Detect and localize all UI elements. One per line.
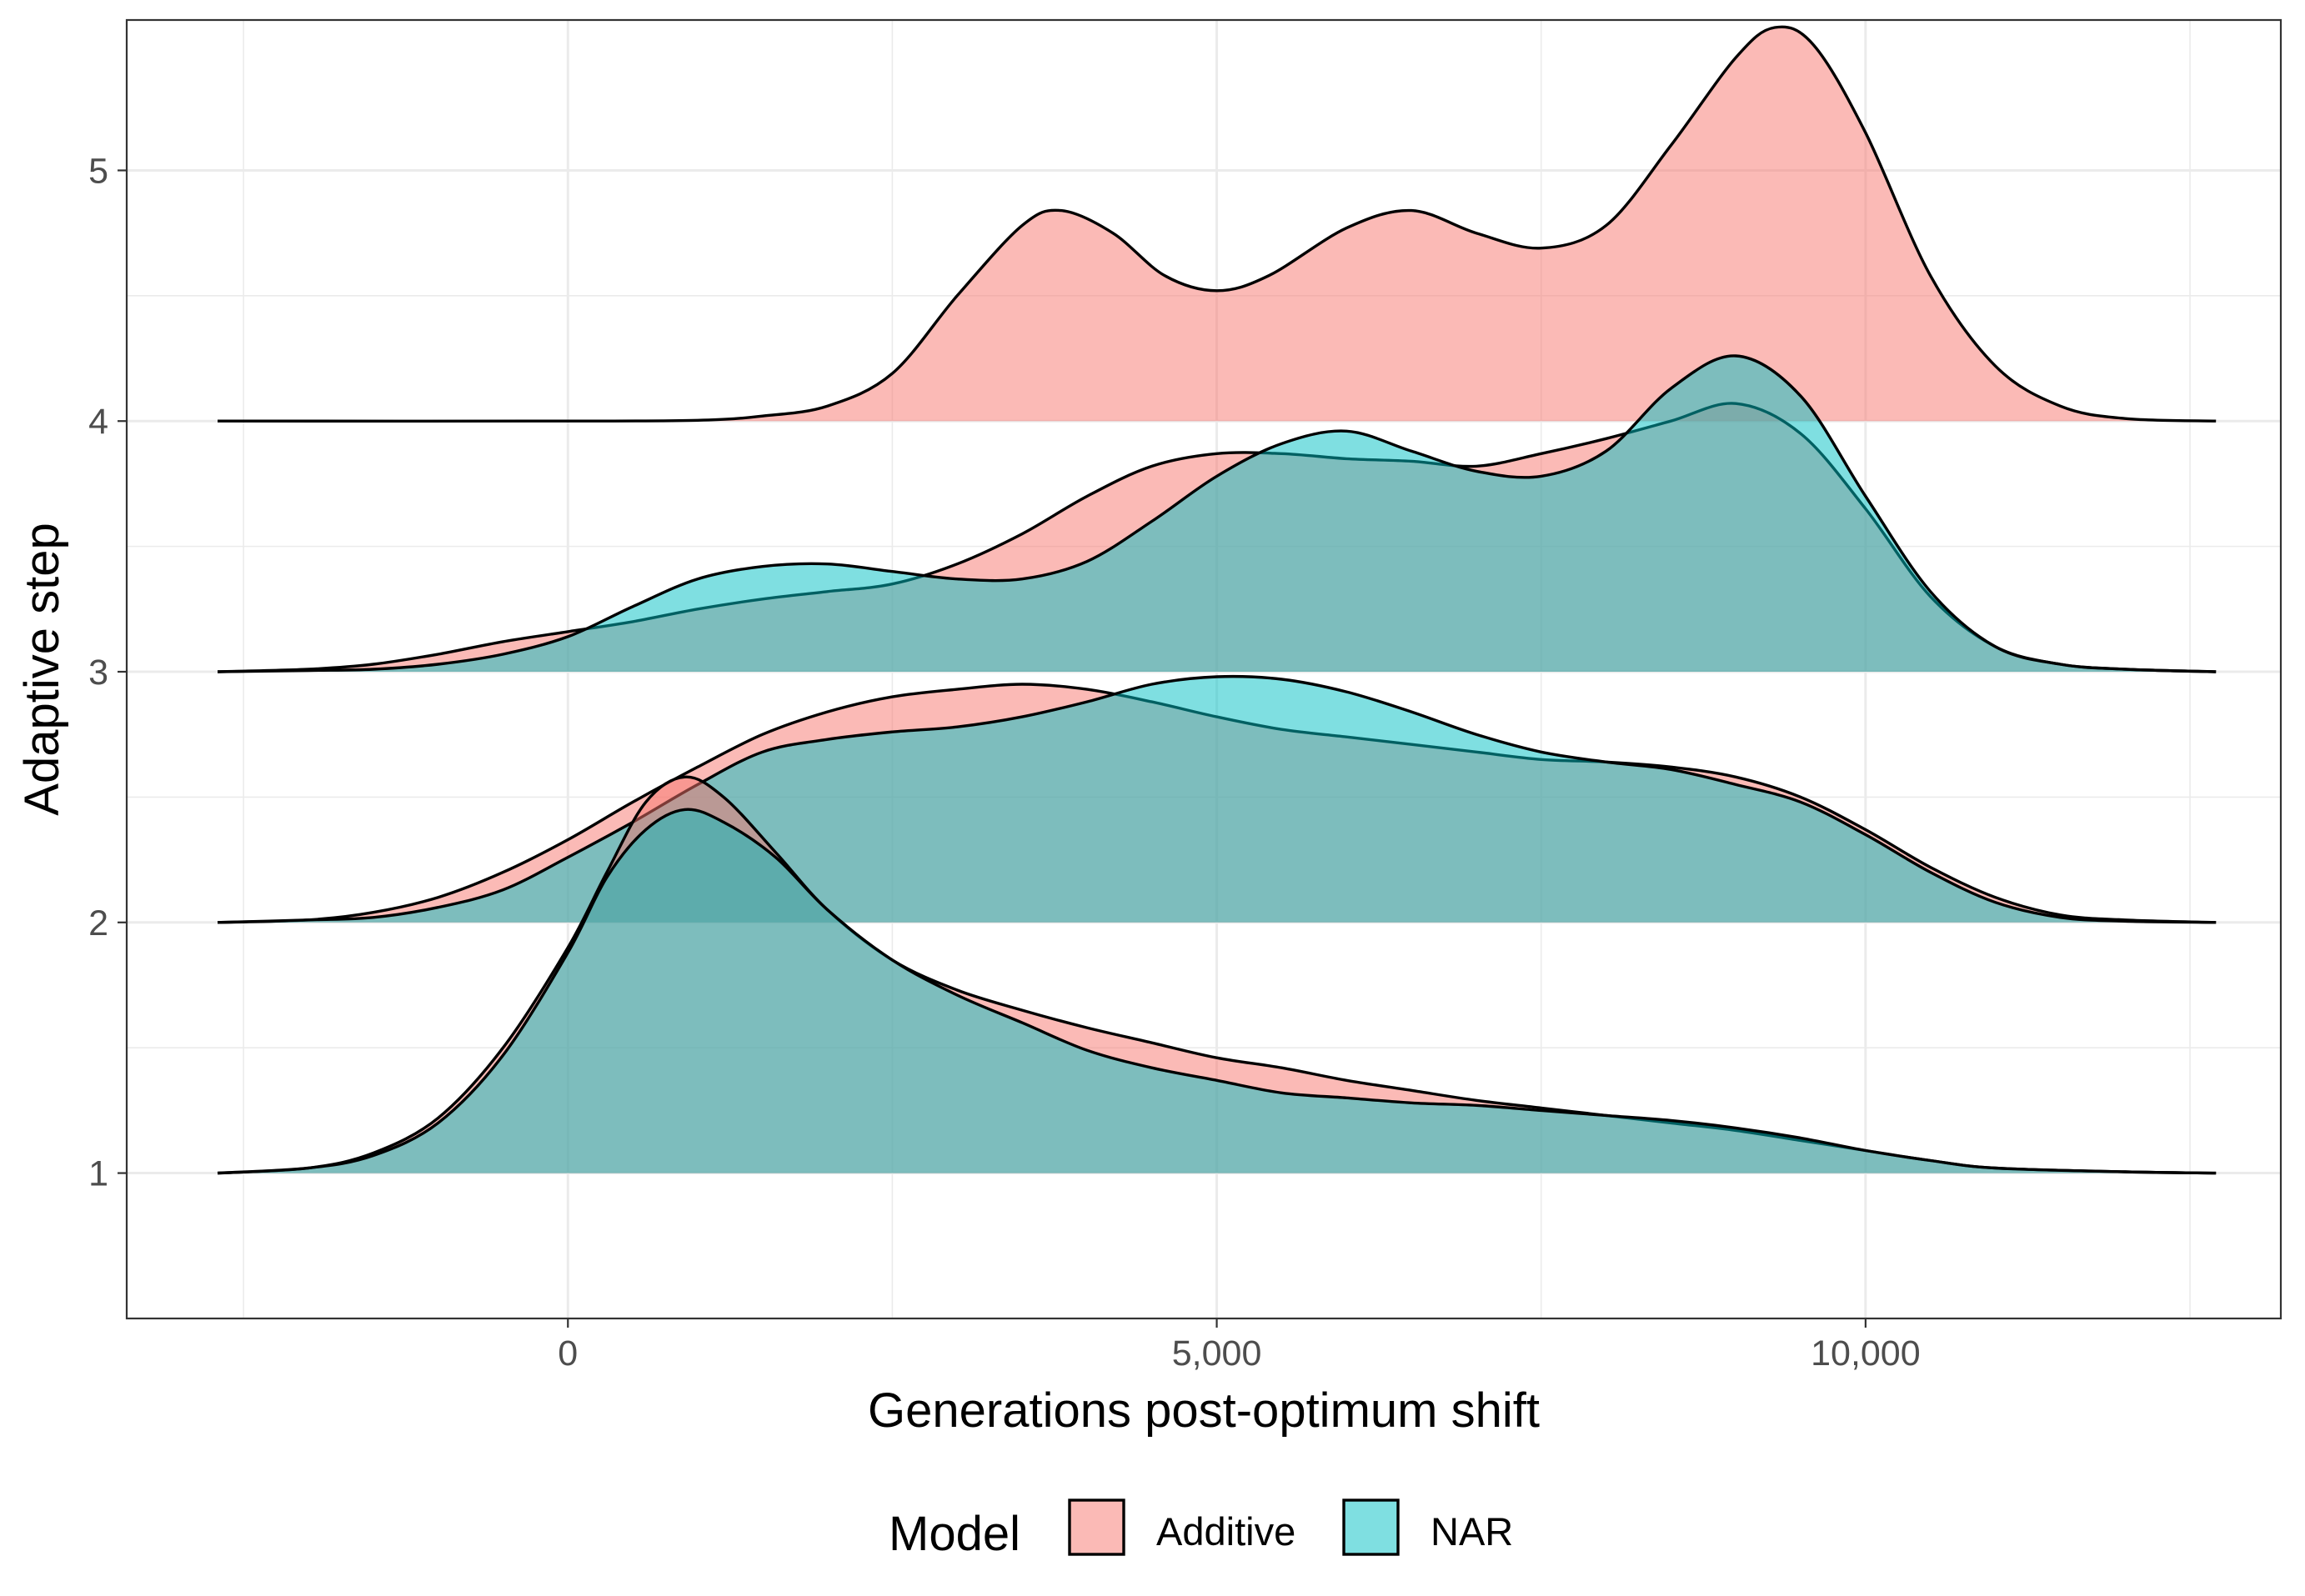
- x-tick-label: 10,000: [1811, 1333, 1921, 1373]
- y-tick-label: 1: [88, 1154, 108, 1194]
- y-tick-label: 5: [88, 151, 108, 191]
- legend-label-additive: Additive: [1156, 1509, 1295, 1553]
- y-tick-label: 4: [88, 402, 108, 442]
- legend: Model Additive NAR: [889, 1498, 1513, 1561]
- x-tick-label: 5,000: [1172, 1333, 1262, 1373]
- x-axis-ticks: 0 5,000 10,000: [558, 1318, 1921, 1373]
- y-tick-label: 3: [88, 653, 108, 693]
- legend-key-nar: [1342, 1498, 1400, 1556]
- ridge-line-nar-step-1: [217, 808, 2217, 1175]
- ridge-areas: [217, 25, 2217, 1175]
- ridge-area-nar-step-1: [218, 809, 2217, 1173]
- panel-border: [125, 18, 2282, 1320]
- legend-title: Model: [889, 1507, 1020, 1561]
- ridge-area-nar-step-3: [218, 355, 2217, 672]
- ridge-area-additive-step-4: [218, 27, 2217, 422]
- y-tick-label: 2: [88, 903, 108, 943]
- y-axis-title: Adaptive step: [15, 523, 69, 815]
- ridge-line-nar-step-2: [217, 674, 2217, 924]
- ridge-line-additive-step-4: [217, 25, 2217, 423]
- legend-label-nar: NAR: [1431, 1509, 1513, 1553]
- y-axis-ticks: 1 2 3 4 5: [88, 151, 127, 1194]
- x-axis-title: Generations post-optimum shift: [868, 1383, 1540, 1438]
- x-tick-label: 0: [558, 1333, 578, 1373]
- legend-key-additive: [1068, 1498, 1125, 1556]
- ridge-line-nar-step-3: [217, 354, 2217, 673]
